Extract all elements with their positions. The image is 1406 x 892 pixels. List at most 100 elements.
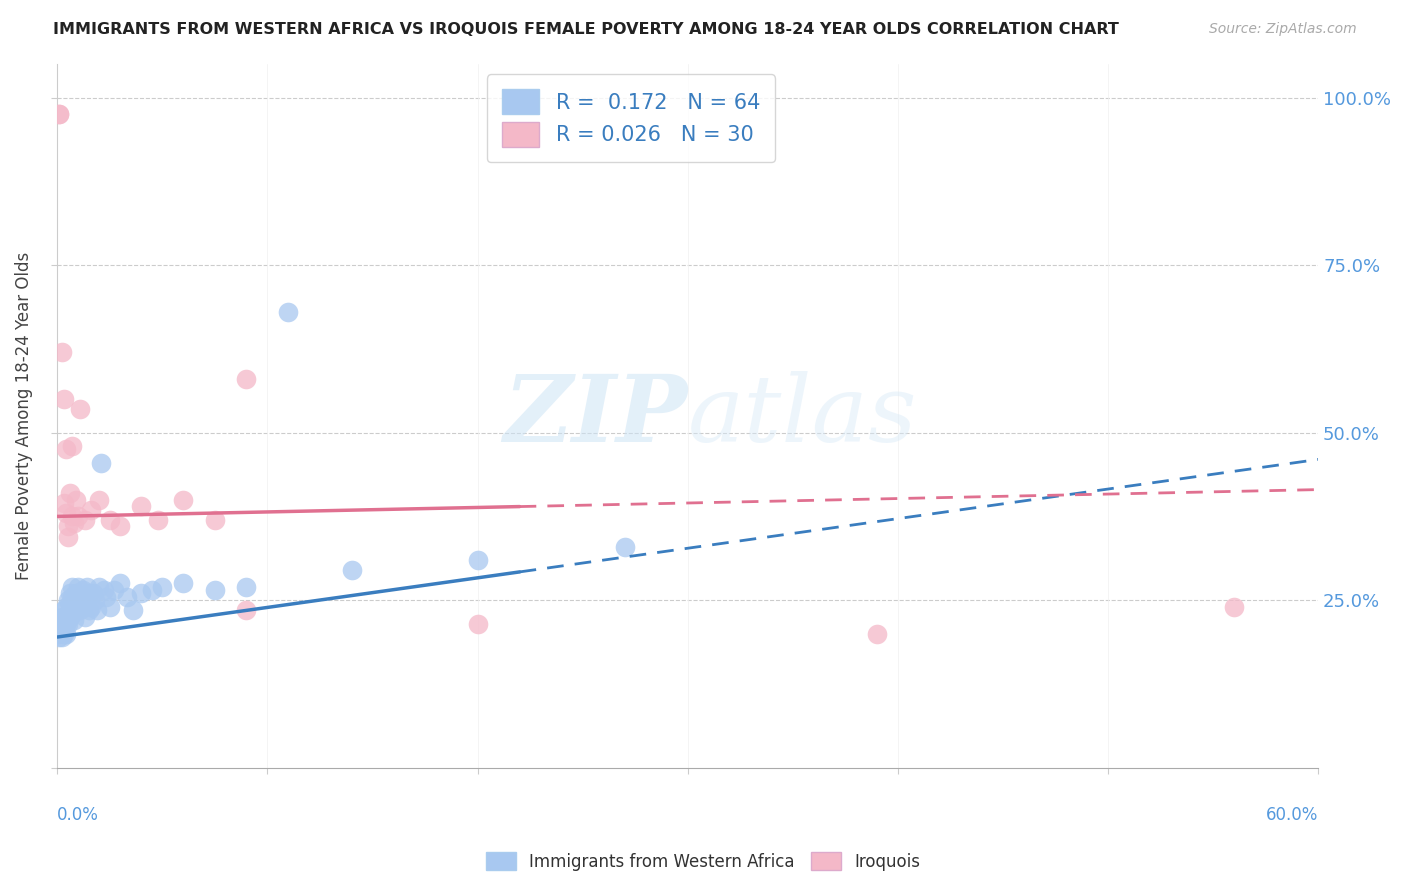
- Point: [52, 603, 75, 617]
- Point: [48, 626, 70, 640]
- Point: [94, 590, 117, 604]
- Point: [72, 599, 94, 614]
- Point: [103, 583, 125, 598]
- Point: [77, 603, 100, 617]
- Point: [1223, 599, 1246, 614]
- Point: [150, 580, 173, 594]
- Point: [55, 442, 77, 457]
- Point: [277, 305, 299, 319]
- Y-axis label: Female Poverty Among 18-24 Year Olds: Female Poverty Among 18-24 Year Olds: [15, 252, 32, 580]
- Point: [52, 392, 75, 406]
- Point: [60, 590, 83, 604]
- Point: [63, 599, 86, 614]
- Point: [60, 607, 83, 621]
- Point: [52, 626, 75, 640]
- Point: [52, 624, 75, 638]
- Point: [59, 486, 82, 500]
- Point: [55, 616, 77, 631]
- Point: [55, 610, 77, 624]
- Point: [63, 613, 86, 627]
- Point: [89, 580, 111, 594]
- Point: [69, 603, 91, 617]
- Point: [204, 583, 226, 598]
- Point: [69, 590, 91, 604]
- Point: [73, 610, 96, 624]
- Point: [80, 599, 103, 614]
- Point: [56, 519, 79, 533]
- Point: [73, 513, 96, 527]
- Point: [65, 492, 87, 507]
- Point: [77, 586, 100, 600]
- Point: [51, 345, 73, 359]
- Point: [55, 599, 77, 614]
- Point: [76, 580, 98, 594]
- Point: [122, 603, 145, 617]
- Point: [467, 553, 489, 567]
- Text: 60.0%: 60.0%: [1265, 806, 1319, 824]
- Point: [56, 607, 79, 621]
- Point: [67, 580, 90, 594]
- Point: [48, 107, 70, 121]
- Point: [146, 513, 169, 527]
- Point: [60, 439, 83, 453]
- Point: [69, 402, 91, 417]
- Point: [141, 583, 163, 598]
- Point: [115, 590, 138, 604]
- Point: [48, 107, 70, 121]
- Point: [93, 583, 115, 598]
- Point: [204, 513, 226, 527]
- Point: [110, 519, 132, 533]
- Text: Source: ZipAtlas.com: Source: ZipAtlas.com: [1209, 22, 1357, 37]
- Point: [80, 502, 103, 516]
- Point: [48, 613, 70, 627]
- Point: [56, 593, 79, 607]
- Text: 0.0%: 0.0%: [58, 806, 100, 824]
- Point: [52, 496, 75, 510]
- Point: [235, 372, 257, 386]
- Point: [98, 599, 121, 614]
- Point: [110, 576, 132, 591]
- Point: [131, 500, 153, 514]
- Point: [56, 529, 79, 543]
- Point: [51, 620, 73, 634]
- Point: [340, 563, 363, 577]
- Point: [55, 506, 77, 520]
- Text: IMMIGRANTS FROM WESTERN AFRICA VS IROQUOIS FEMALE POVERTY AMONG 18-24 YEAR OLDS : IMMIGRANTS FROM WESTERN AFRICA VS IROQUO…: [53, 22, 1119, 37]
- Point: [55, 626, 77, 640]
- Point: [84, 593, 107, 607]
- Point: [86, 603, 108, 617]
- Point: [60, 509, 83, 524]
- Point: [65, 599, 87, 614]
- Point: [89, 492, 111, 507]
- Point: [51, 630, 73, 644]
- Point: [235, 580, 257, 594]
- Point: [98, 513, 121, 527]
- Point: [65, 586, 87, 600]
- Point: [48, 630, 70, 644]
- Point: [60, 580, 83, 594]
- Point: [467, 616, 489, 631]
- Point: [172, 576, 194, 591]
- Point: [63, 516, 86, 530]
- Point: [73, 593, 96, 607]
- Point: [51, 616, 73, 631]
- Legend: Immigrants from Western Africa, Iroquois: Immigrants from Western Africa, Iroquois: [477, 844, 929, 880]
- Point: [72, 583, 94, 598]
- Point: [59, 586, 82, 600]
- Point: [131, 586, 153, 600]
- Point: [56, 616, 79, 631]
- Point: [67, 593, 90, 607]
- Point: [48, 616, 70, 631]
- Point: [56, 613, 79, 627]
- Point: [90, 456, 112, 470]
- Text: ZIP: ZIP: [503, 371, 688, 461]
- Point: [613, 540, 636, 554]
- Point: [52, 613, 75, 627]
- Legend: R =  0.172   N = 64, R = 0.026   N = 30: R = 0.172 N = 64, R = 0.026 N = 30: [486, 74, 775, 161]
- Text: atlas: atlas: [688, 371, 917, 461]
- Point: [59, 597, 82, 611]
- Point: [235, 603, 257, 617]
- Point: [59, 610, 82, 624]
- Point: [866, 626, 889, 640]
- Point: [67, 509, 90, 524]
